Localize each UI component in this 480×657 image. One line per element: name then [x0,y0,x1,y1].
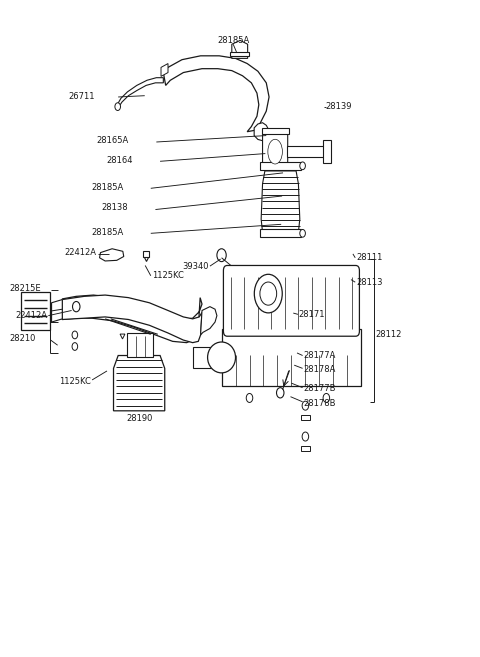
Text: 28185A: 28185A [92,183,124,192]
Circle shape [115,102,120,110]
Text: 28164: 28164 [107,156,133,164]
Circle shape [72,302,80,312]
Polygon shape [264,131,286,166]
Text: 28165A: 28165A [96,136,129,145]
Text: 22412A: 22412A [15,311,47,320]
Text: 28112: 28112 [376,330,402,340]
Text: 28113: 28113 [357,278,383,286]
Text: 28111: 28111 [357,253,383,262]
Polygon shape [232,40,248,58]
Polygon shape [117,78,163,108]
Circle shape [72,343,78,350]
Polygon shape [230,52,249,56]
Polygon shape [222,328,361,386]
Polygon shape [62,295,202,343]
Circle shape [300,162,305,170]
Text: 28215E: 28215E [10,284,41,293]
Text: 28178B: 28178B [303,399,336,407]
Polygon shape [263,131,288,169]
Text: 28138: 28138 [102,203,129,212]
Polygon shape [62,295,202,343]
Text: 39340: 39340 [182,261,208,271]
Circle shape [254,275,282,313]
Polygon shape [113,355,165,411]
Polygon shape [260,162,301,170]
Polygon shape [161,64,168,76]
Text: 28178A: 28178A [303,365,336,374]
Polygon shape [262,128,288,133]
Polygon shape [301,445,310,451]
Polygon shape [254,123,269,141]
Circle shape [276,388,284,398]
Circle shape [217,249,226,261]
Circle shape [300,229,305,237]
Text: 28177B: 28177B [303,384,336,393]
Text: 28171: 28171 [299,310,325,319]
Polygon shape [128,333,153,357]
Polygon shape [192,347,221,368]
Polygon shape [201,307,217,335]
Polygon shape [287,147,324,157]
Ellipse shape [207,342,236,373]
Ellipse shape [268,139,282,164]
Polygon shape [21,292,50,330]
Polygon shape [261,171,300,232]
Polygon shape [99,249,124,261]
Polygon shape [323,140,331,163]
Text: 1125KC: 1125KC [152,271,183,281]
Circle shape [72,331,78,339]
Text: 28185A: 28185A [92,227,124,237]
Circle shape [260,282,276,305]
Text: 28190: 28190 [126,414,152,423]
Polygon shape [260,229,301,237]
Text: 28139: 28139 [325,102,352,111]
Circle shape [302,401,309,410]
Text: 28210: 28210 [10,334,36,344]
Text: 28185A: 28185A [217,36,249,45]
Polygon shape [301,415,310,420]
Ellipse shape [263,131,287,172]
Text: 1125KC: 1125KC [60,376,91,386]
Text: 28177A: 28177A [303,351,336,360]
Polygon shape [163,56,269,131]
FancyBboxPatch shape [223,265,360,336]
Circle shape [323,394,330,403]
Text: 22412A: 22412A [65,248,97,257]
Circle shape [246,394,253,403]
Circle shape [302,432,309,441]
Polygon shape [51,300,62,322]
Text: 26711: 26711 [68,93,95,101]
